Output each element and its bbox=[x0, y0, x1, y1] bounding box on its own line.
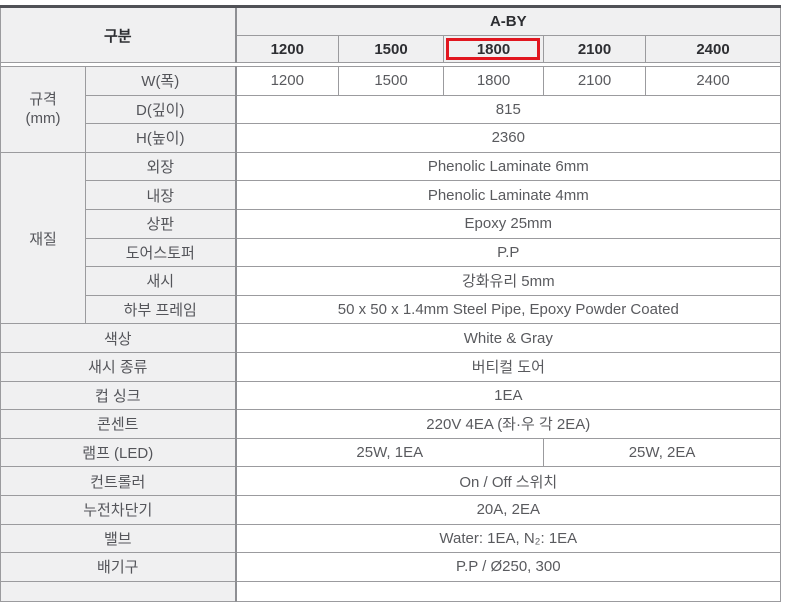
row-label-sash-type: 새시 종류 bbox=[0, 351, 237, 382]
table-row-clipped bbox=[0, 580, 782, 602]
row-label-controller: 컨트롤러 bbox=[0, 466, 237, 496]
row-label-worktop: 상판 bbox=[84, 208, 237, 239]
table-row-lamp: 램프 (LED) 25W, 1EA 25W, 2EA bbox=[0, 437, 782, 468]
outlet-value: 220V 4EA (좌·우 각 2EA) bbox=[235, 409, 782, 439]
row-label-interior: 내장 bbox=[84, 180, 237, 210]
row-label-depth: D(깊이) bbox=[84, 94, 237, 125]
table-row-sash: 새시 강화유리 5mm bbox=[1, 266, 782, 296]
table-row-valve: 밸브 Water: 1EA, N₂: 1EA bbox=[0, 523, 782, 554]
row-label-doorstopper: 도어스토퍼 bbox=[84, 237, 237, 268]
spec-group-label: 규격 (mm) bbox=[0, 66, 86, 153]
table-row-width: 규격 (mm) W(폭) 1200 1500 1800 2100 2400 bbox=[0, 66, 782, 153]
row-label-outlet: 콘센트 bbox=[0, 409, 237, 439]
cup-sink-value: 1EA bbox=[235, 380, 782, 411]
valve-value: Water: 1EA, N₂: 1EA bbox=[235, 523, 782, 554]
interior-value: Phenolic Laminate 4mm bbox=[235, 180, 782, 210]
height-value: 2360 bbox=[235, 123, 782, 153]
header-divider bbox=[0, 62, 782, 67]
row-label-breaker: 누전차단기 bbox=[0, 494, 237, 525]
row-label-height: H(높이) bbox=[84, 123, 237, 153]
table-row-color: 색상 White & Gray bbox=[0, 323, 782, 353]
table-row-controller: 컨트롤러 On / Off 스위치 bbox=[0, 466, 782, 496]
size-column-label: 1800 bbox=[476, 40, 511, 58]
corner-header-cell: 구분 bbox=[0, 6, 237, 63]
material-group-label: 재질 bbox=[0, 151, 86, 325]
table-row-exhaust: 배기구 P.P / Ø250, 300 bbox=[0, 552, 782, 582]
row-label-valve: 밸브 bbox=[0, 523, 237, 554]
row-label-color: 색상 bbox=[0, 323, 237, 353]
width-value-1200: 1200 bbox=[235, 66, 340, 96]
table-row-lower-frame: 하부 프레임 50 x 50 x 1.4mm Steel Pipe, Epoxy… bbox=[1, 294, 782, 325]
table-row-outlet: 콘센트 220V 4EA (좌·우 각 2EA) bbox=[0, 409, 782, 439]
row-label-sash: 새시 bbox=[84, 266, 237, 296]
size-column-header-2100: 2100 bbox=[543, 35, 647, 63]
row-label-cup-sink: 컵 싱크 bbox=[0, 380, 237, 411]
table-row-breaker: 누전차단기 20A, 2EA bbox=[0, 494, 782, 525]
depth-value: 815 bbox=[235, 94, 782, 125]
table-row-sash-type: 새시 종류 버티컬 도어 bbox=[0, 351, 782, 382]
exterior-value: Phenolic Laminate 6mm bbox=[235, 151, 782, 182]
spec-group-label-line1: 규격 bbox=[29, 91, 57, 109]
clipped-row-value bbox=[235, 580, 782, 602]
row-label-width: W(폭) bbox=[84, 66, 237, 96]
doorstopper-value: P.P bbox=[235, 237, 782, 268]
lower-frame-value: 50 x 50 x 1.4mm Steel Pipe, Epoxy Powder… bbox=[235, 294, 782, 325]
lamp-value-right: 25W, 2EA bbox=[543, 437, 782, 468]
size-column-header-2400: 2400 bbox=[645, 35, 782, 63]
width-value-1500: 1500 bbox=[338, 66, 445, 96]
table-row-depth: D(깊이) 815 bbox=[1, 94, 782, 125]
exhaust-value: P.P / Ø250, 300 bbox=[235, 552, 782, 582]
table-row-cup-sink: 컵 싱크 1EA bbox=[0, 380, 782, 411]
breaker-value: 20A, 2EA bbox=[235, 494, 782, 525]
width-value-2100: 2100 bbox=[543, 66, 647, 96]
worktop-value: Epoxy 25mm bbox=[235, 208, 782, 239]
spec-group-label-line2: (mm) bbox=[25, 110, 61, 128]
size-column-header-1800: 1800 bbox=[443, 35, 545, 63]
sash-value: 강화유리 5mm bbox=[235, 266, 782, 296]
table-row-worktop: 상판 Epoxy 25mm bbox=[1, 208, 782, 239]
row-label-lamp: 램프 (LED) bbox=[0, 437, 237, 468]
controller-value: On / Off 스위치 bbox=[235, 466, 782, 496]
sash-type-value: 버티컬 도어 bbox=[235, 351, 782, 382]
size-column-header-1500: 1500 bbox=[338, 35, 445, 63]
clipped-row-label bbox=[0, 580, 237, 602]
table-row-height: H(높이) 2360 bbox=[1, 123, 782, 153]
lamp-value-left: 25W, 1EA bbox=[235, 437, 545, 468]
spec-table: 구분 A-BY 1200 1500 1800 2100 2400 규격 (mm)… bbox=[0, 5, 782, 602]
table-row-interior: 내장 Phenolic Laminate 4mm bbox=[1, 180, 782, 210]
row-label-exterior: 외장 bbox=[84, 151, 237, 182]
size-column-header-1200: 1200 bbox=[235, 35, 340, 63]
table-row-doorstopper: 도어스토퍼 P.P bbox=[1, 237, 782, 268]
series-header-cell: A-BY bbox=[235, 6, 782, 36]
width-value-2400: 2400 bbox=[645, 66, 782, 96]
row-label-exhaust: 배기구 bbox=[0, 552, 237, 582]
row-label-lower-frame: 하부 프레임 bbox=[84, 294, 237, 325]
color-value: White & Gray bbox=[235, 323, 782, 353]
width-value-1800: 1800 bbox=[443, 66, 545, 96]
table-row-exterior: 재질 외장 Phenolic Laminate 6mm bbox=[0, 151, 782, 325]
